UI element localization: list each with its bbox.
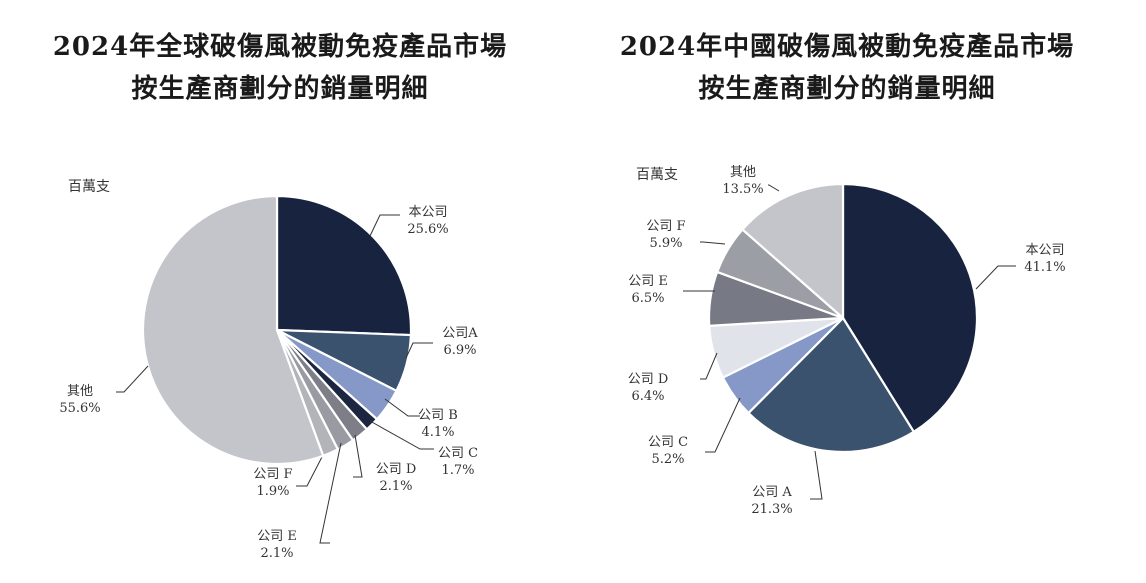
- global-slice-company-f-value-label: 1.9%: [256, 484, 289, 499]
- global-chart-title-line1: 2024年全球破傷風被動免疫產品市場: [52, 32, 508, 62]
- global-slice-company-a-leader-line: [405, 342, 433, 359]
- global-slice-company-c-name-label: 公司 C: [438, 446, 478, 461]
- china-slice-our-company-value-label: 41.1%: [1024, 260, 1065, 275]
- global-chart-title-line2: 按生產商劃分的銷量明細: [131, 74, 429, 104]
- china-slice-company-c-leader-line: [705, 397, 741, 453]
- china-slice-company-c-name-label: 公司 C: [648, 435, 688, 450]
- china-chart-title: 2024年中國破傷風被動免疫產品市場 按生產商劃分的銷量明細: [582, 26, 1112, 110]
- global-slice-company-f-leader-line: [296, 454, 324, 487]
- china-slice-company-a-leader-line: [810, 450, 823, 500]
- china-slice-company-f-value-label: 5.9%: [649, 236, 682, 251]
- global-slice-company-f-name-label: 公司 F: [253, 467, 292, 482]
- global-slice-company-d-name-label: 公司 D: [376, 462, 417, 477]
- global-slice-company-e-value-label: 2.1%: [260, 546, 293, 561]
- china-slice-company-d-value-label: 6.4%: [631, 389, 664, 404]
- global-slice-our-company-name-label: 本公司: [408, 205, 447, 220]
- china-slice-company-a-name-label: 公司 A: [752, 485, 792, 500]
- global-slice-our-company-value-label: 25.6%: [407, 222, 448, 237]
- china-slice-others-name-label: 其他: [730, 165, 756, 180]
- global-slice-company-e-name-label: 公司 E: [257, 529, 297, 544]
- global-slice-others-leader-line: [116, 365, 149, 393]
- global-slice-others-name-label: 其他: [67, 384, 93, 399]
- global-slice-company-d-leader-line: [353, 434, 363, 478]
- china-chart-title-line2: 按生產商劃分的銷量明細: [698, 74, 996, 104]
- global-slice-company-b-name-label: 公司 B: [418, 408, 458, 423]
- china-slice-company-d-leader-line: [700, 352, 718, 380]
- global-chart-title: 2024年全球破傷風被動免疫產品市場 按生產商劃分的銷量明細: [20, 26, 540, 110]
- global-slice-company-a-name-label: 公司A: [442, 326, 478, 341]
- global-chart-unit-label: 百萬支: [68, 179, 110, 195]
- china-slice-others-value-label: 13.5%: [722, 182, 763, 197]
- global-slice-others-value-label: 55.6%: [59, 401, 100, 416]
- global-slice-company-b-value-label: 4.1%: [421, 425, 454, 440]
- china-slice-company-f-name-label: 公司 F: [646, 219, 685, 234]
- china-slice-company-a-value-label: 21.3%: [751, 502, 792, 517]
- global-slice-company-a-value-label: 6.9%: [443, 343, 476, 358]
- china-chart-title-line1: 2024年中國破傷風被動免疫產品市場: [619, 32, 1075, 62]
- global-slice-our-company-leader-line: [369, 214, 400, 237]
- china-slice-company-d-name-label: 公司 D: [628, 372, 669, 387]
- global-slice-company-b-leader-line: [384, 398, 420, 417]
- global-slice-company-c-leader-line: [369, 420, 434, 450]
- china-slice-company-c-value-label: 5.2%: [651, 452, 684, 467]
- global-slice-company-e-leader-line: [319, 442, 342, 544]
- china-slice-our-company-name-label: 本公司: [1025, 243, 1064, 258]
- china-slice-others: [741, 182, 845, 320]
- china-slice-company-e-value-label: 6.5%: [631, 291, 664, 306]
- global-slice-company-c-value-label: 1.7%: [441, 463, 474, 478]
- china-slice-others-leader-line: [768, 184, 780, 192]
- global-slice-company-d-value-label: 2.1%: [379, 479, 412, 494]
- china-slice-company-f-leader-line: [700, 241, 726, 245]
- china-chart-unit-label: 百萬支: [636, 167, 678, 183]
- china-slice-company-a: [747, 316, 915, 454]
- china-slice-company-e-name-label: 公司 E: [628, 274, 668, 289]
- china-slice-our-company-leader-line: [975, 265, 1016, 290]
- global-slice-others: [141, 194, 325, 466]
- global-slice-our-company: [275, 194, 413, 337]
